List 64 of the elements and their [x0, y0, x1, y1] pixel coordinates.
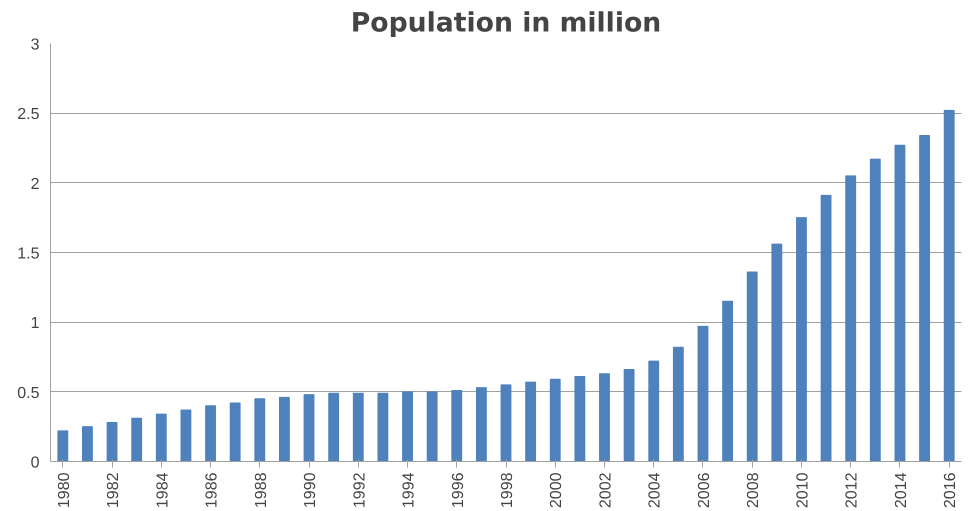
bar [131, 418, 142, 462]
x-tick-label: 2012 [844, 472, 861, 508]
bar [426, 391, 438, 462]
x-tick-label: 1980 [56, 472, 73, 508]
bar [550, 378, 561, 462]
bar [894, 144, 906, 462]
y-tick-label: 2 [30, 176, 40, 193]
bar [205, 405, 216, 462]
bar [870, 158, 881, 462]
bar [574, 376, 586, 462]
bar [796, 217, 807, 462]
bar [648, 360, 660, 462]
y-tick-label: 2.5 [17, 106, 40, 124]
bar [771, 244, 782, 462]
bar [722, 300, 734, 462]
bar [698, 326, 708, 462]
bar [919, 134, 930, 462]
x-tick-label: 1994 [400, 472, 418, 508]
bar [156, 414, 167, 462]
x-tick-label: 1986 [204, 472, 221, 508]
bar [845, 175, 856, 462]
x-tick-label: 2010 [794, 472, 812, 508]
bar [352, 392, 364, 462]
bar [254, 398, 266, 462]
y-tick-label: 1.5 [17, 246, 40, 262]
x-tick-label: 2008 [745, 472, 762, 508]
bar [820, 194, 832, 462]
bar [57, 430, 68, 462]
bar [746, 272, 758, 462]
bar [672, 346, 684, 462]
bar [377, 392, 388, 462]
bar [180, 409, 192, 462]
bar [82, 426, 93, 462]
x-tick-label: 2004 [646, 472, 664, 508]
bar [451, 390, 462, 462]
bar [476, 387, 487, 462]
bar [525, 382, 536, 462]
bar [944, 110, 955, 462]
x-tick-label: 1982 [105, 472, 122, 508]
x-tick-label: 1992 [351, 472, 368, 508]
x-tick-label: 1984 [154, 472, 172, 508]
bar [624, 369, 635, 462]
x-tick-label: 1996 [450, 472, 467, 508]
x-tick-label: 2002 [597, 472, 614, 508]
y-tick-label: 1 [30, 315, 40, 332]
bar [328, 392, 340, 462]
bar [278, 396, 290, 462]
chart-title: Population in million [350, 8, 662, 38]
y-tick-label: 3 [30, 36, 40, 54]
x-tick-label: 2016 [942, 472, 960, 508]
x-tick-label: 2000 [548, 472, 566, 508]
x-tick-label: 1988 [252, 472, 270, 508]
x-tick-label: 2014 [892, 472, 910, 508]
bar [230, 402, 241, 462]
x-tick-label: 2006 [696, 472, 713, 508]
x-tick-label: 1990 [302, 472, 320, 508]
bar [402, 391, 413, 462]
bar [500, 384, 512, 462]
y-tick-label: 0 [30, 454, 40, 472]
y-tick-label: 0.5 [17, 384, 40, 402]
x-tick-label: 1998 [499, 472, 516, 508]
bar [599, 373, 610, 462]
bar [304, 394, 314, 462]
bar [106, 422, 118, 462]
